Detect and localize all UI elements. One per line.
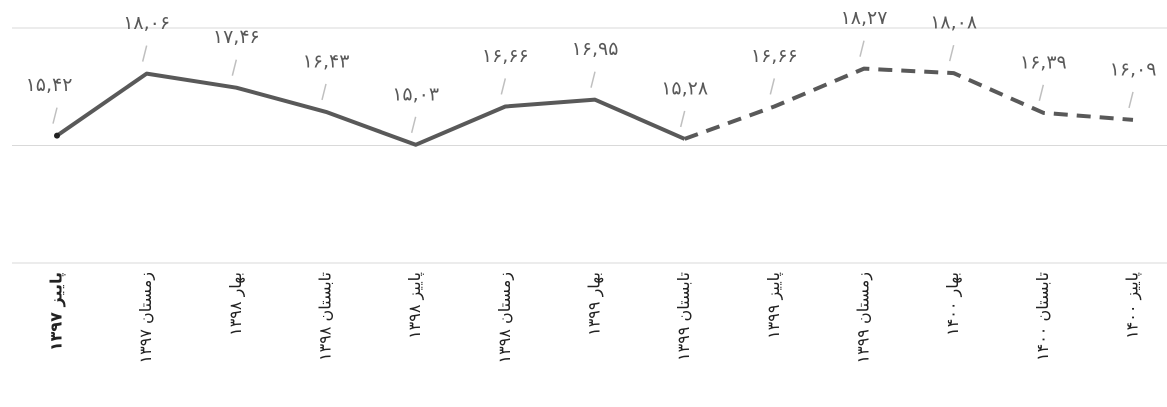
x-tick-label: پاییز ۱۳۹۷: [47, 272, 67, 351]
leader-line: [679, 110, 686, 128]
leader-line: [859, 40, 865, 57]
x-tick-label: پاییز ۱۴۰۰: [1123, 272, 1143, 339]
x-tick-label: بهار ۱۳۹۹: [585, 272, 605, 336]
x-tick-label: زمستان ۱۳۹۸: [495, 272, 515, 363]
data-label: ۱۵,۰۳: [392, 83, 439, 105]
data-label: ۱۶,۶۶: [751, 45, 798, 67]
line-solid: [55, 71, 686, 147]
data-label: ۱۵,۲۸: [661, 77, 708, 99]
line-dashed: [683, 66, 1134, 141]
leader-line: [948, 44, 955, 62]
point: [54, 132, 60, 139]
leader-line: [321, 83, 327, 101]
x-tick-label: تابستان ۱۴۰۰: [1033, 272, 1052, 361]
data-label: ۱۶,۴۳: [303, 50, 350, 72]
leader-line: [769, 78, 776, 95]
x-tick-label: پاییز ۱۳۹۹: [764, 272, 784, 339]
leader-line: [1128, 91, 1134, 109]
data-label: ۱۸,۰۸: [930, 12, 977, 34]
data-label: ۱۶,۹۵: [572, 38, 619, 60]
leader-line: [141, 45, 148, 62]
x-tick-label: بهار ۱۳۹۸: [226, 272, 246, 336]
leader-line: [410, 116, 417, 133]
x-tick-label: زمستان ۱۳۹۹: [854, 272, 874, 363]
data-label: ۱۷,۴۶: [213, 26, 260, 48]
data-label: ۱۸,۰۶: [123, 12, 170, 34]
leader-line: [52, 107, 58, 124]
leader-line: [590, 71, 596, 88]
data-label: ۱۶,۶۶: [482, 45, 529, 67]
leader-line: [231, 59, 238, 76]
x-tick-label: پاییز ۱۳۹۸: [405, 272, 425, 339]
data-label: ۱۶,۰۹: [1110, 58, 1157, 80]
data-label: ۱۵,۴۲: [26, 74, 73, 96]
leader-line: [500, 78, 507, 95]
x-tick-label: زمستان ۱۳۹۷: [136, 272, 156, 363]
data-label: ۱۸,۲۷: [841, 7, 888, 29]
x-tick-label: بهار ۱۴۰۰: [943, 272, 963, 336]
leader-line: [1038, 84, 1045, 102]
data-label: ۱۶,۳۹: [1020, 51, 1067, 73]
x-tick-label: تابستان ۱۳۹۹: [674, 272, 693, 361]
x-tick-label: تابستان ۱۳۹۸: [316, 272, 335, 361]
